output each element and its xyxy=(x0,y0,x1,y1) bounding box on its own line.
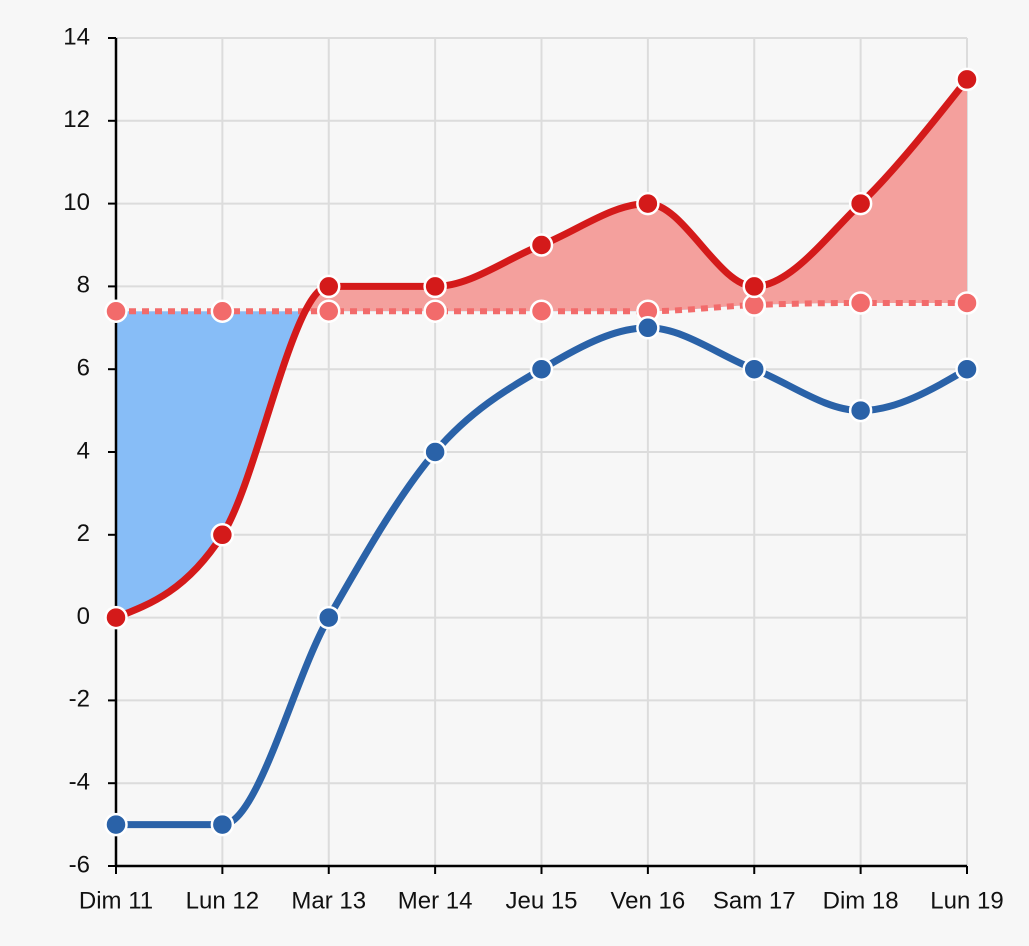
point xyxy=(317,605,341,630)
point xyxy=(955,357,979,381)
line xyxy=(115,324,969,829)
y-tick-label: 10 xyxy=(63,189,90,216)
y-tick-label: -4 xyxy=(69,769,90,796)
y-tick-label: 2 xyxy=(77,520,90,547)
x-tick-label: Dim 18 xyxy=(823,887,899,914)
y-tick-label: -2 xyxy=(69,686,90,713)
y-tick-label: 12 xyxy=(63,106,90,133)
point xyxy=(210,523,235,547)
point xyxy=(210,299,235,323)
point xyxy=(742,274,766,299)
y-tick-label: 4 xyxy=(77,437,90,464)
x-tick-label: Dim 11 xyxy=(79,887,153,914)
point xyxy=(423,299,447,323)
point xyxy=(104,299,128,323)
y-tick-label: 0 xyxy=(77,603,90,630)
point xyxy=(636,191,660,216)
x-tick-label: Lun 19 xyxy=(930,887,1003,914)
point xyxy=(104,812,128,837)
y-tick-label: -6 xyxy=(69,851,90,878)
point xyxy=(742,357,766,381)
point xyxy=(848,291,873,315)
point xyxy=(317,274,341,299)
x-tick-label: Ven 16 xyxy=(611,887,686,914)
x-tick-label: Lun 12 xyxy=(186,887,259,914)
point xyxy=(529,357,554,381)
point xyxy=(636,316,660,340)
point xyxy=(529,299,554,323)
point xyxy=(955,67,979,92)
point xyxy=(848,191,873,216)
x-tick-label: Mar 13 xyxy=(291,887,366,914)
x-tick-label: Jeu 15 xyxy=(505,887,577,914)
point xyxy=(423,440,447,464)
point xyxy=(955,291,979,315)
y-tick-label: 14 xyxy=(63,23,90,50)
point xyxy=(848,398,873,423)
point xyxy=(104,605,128,630)
point xyxy=(529,233,554,257)
y-tick-label: 8 xyxy=(77,272,90,299)
point xyxy=(317,299,341,323)
x-tick-label: Mer 14 xyxy=(398,887,473,914)
point xyxy=(210,812,235,837)
y-tick-label: 6 xyxy=(77,355,90,382)
point xyxy=(423,274,447,299)
x-tick-label: Sam 17 xyxy=(713,887,796,914)
